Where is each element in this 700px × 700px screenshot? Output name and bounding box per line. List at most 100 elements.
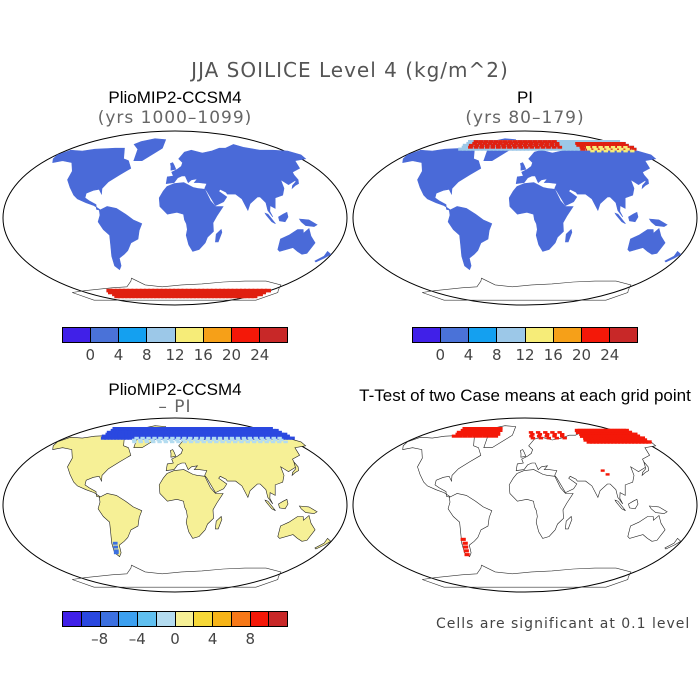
negative-cell bbox=[236, 434, 242, 438]
significant-cell bbox=[560, 434, 565, 438]
significant-cell bbox=[593, 438, 600, 442]
negative-cell bbox=[121, 432, 127, 436]
colorbar-swatch bbox=[119, 612, 138, 626]
significant-cell bbox=[632, 440, 638, 444]
negative-cell bbox=[246, 430, 253, 434]
negative-cell bbox=[162, 428, 168, 432]
significant-cell bbox=[536, 434, 542, 438]
cold-cell bbox=[573, 145, 579, 149]
mid-value-cell bbox=[587, 147, 592, 151]
significant-cell bbox=[579, 434, 586, 438]
significant-cell bbox=[484, 427, 490, 431]
significant-cell bbox=[604, 440, 610, 444]
negative-cell bbox=[190, 436, 196, 440]
negative-cell bbox=[136, 432, 142, 436]
negative-cell bbox=[127, 430, 133, 434]
high-value-cell bbox=[203, 292, 210, 297]
cold-cell bbox=[554, 147, 560, 151]
significant-cell bbox=[600, 438, 607, 442]
negative-cell bbox=[254, 427, 260, 431]
negative-cell bbox=[275, 432, 282, 436]
high-value-cell bbox=[551, 145, 557, 149]
high-value-cell bbox=[540, 145, 546, 149]
high-value-cell bbox=[193, 294, 200, 299]
significant-cell bbox=[602, 430, 609, 435]
small-negative-cell bbox=[260, 438, 266, 442]
high-value-cell bbox=[161, 292, 168, 297]
high-value-cell bbox=[235, 288, 242, 293]
colorbar-swatch bbox=[231, 612, 251, 626]
cold-cell bbox=[565, 145, 571, 149]
negative-cell bbox=[110, 428, 116, 432]
negative-cell bbox=[246, 434, 252, 438]
high-value-cell bbox=[609, 143, 615, 147]
high-value-cell bbox=[144, 288, 150, 293]
significant-cell bbox=[600, 428, 607, 433]
negative-cell bbox=[201, 432, 207, 436]
significant-cell bbox=[480, 432, 486, 436]
high-value-cell bbox=[223, 288, 230, 293]
figure-title: JJA SOILICE Level 4 (kg/m^2) bbox=[191, 58, 509, 82]
negative-cell bbox=[182, 428, 188, 432]
high-value-cell bbox=[168, 290, 174, 295]
cold-cell bbox=[477, 147, 483, 151]
cold-cell bbox=[565, 141, 571, 145]
negative-cell bbox=[127, 432, 133, 436]
negative-cell bbox=[237, 427, 243, 431]
high-value-cell bbox=[256, 290, 262, 295]
high-value-cell bbox=[532, 140, 538, 143]
cold-cell bbox=[608, 140, 614, 144]
negative-cell bbox=[265, 434, 271, 438]
high-value-cell bbox=[215, 294, 222, 299]
high-value-cell bbox=[528, 142, 534, 145]
cold-cell bbox=[550, 147, 556, 151]
significant-cell bbox=[477, 434, 483, 438]
significant-cell bbox=[612, 434, 618, 438]
significant-cell bbox=[596, 436, 602, 440]
significant-cell bbox=[552, 434, 557, 438]
negative-cell bbox=[244, 432, 251, 436]
land-newZealand bbox=[314, 250, 332, 263]
negative-cell bbox=[175, 430, 181, 434]
significant-cell bbox=[588, 432, 595, 436]
negative-cell bbox=[191, 427, 197, 431]
cold-cell bbox=[605, 140, 611, 144]
negative-cell bbox=[252, 430, 259, 434]
colorbar-swatch bbox=[63, 328, 92, 342]
small-negative-cell bbox=[158, 436, 163, 440]
high-value-cell bbox=[240, 290, 246, 295]
high-value-cell bbox=[182, 294, 189, 299]
negative-cell bbox=[126, 427, 132, 431]
high-value-cell bbox=[496, 145, 501, 149]
small-negative-cell bbox=[150, 438, 155, 442]
negative-cell bbox=[186, 427, 192, 431]
negative-cell bbox=[221, 427, 227, 431]
high-value-cell bbox=[539, 142, 544, 145]
negative-cell bbox=[156, 427, 162, 431]
mid-value-cell bbox=[604, 146, 609, 149]
high-value-cell bbox=[228, 290, 234, 295]
high-value-cell bbox=[227, 288, 234, 293]
negative-cell bbox=[165, 428, 171, 432]
high-value-cell bbox=[244, 288, 251, 293]
panel2-subtitle: (yrs 80–179) bbox=[465, 108, 585, 128]
cold-cell bbox=[554, 145, 560, 149]
high-value-cell bbox=[487, 142, 493, 145]
high-value-cell bbox=[131, 288, 138, 293]
panel2-title: PI bbox=[516, 88, 534, 107]
significant-cell bbox=[492, 428, 498, 432]
negative-cell bbox=[239, 434, 245, 438]
mid-value-cell bbox=[599, 147, 605, 151]
high-value-cell bbox=[477, 142, 483, 145]
land-newGuinea bbox=[298, 218, 318, 227]
significant-cell bbox=[485, 430, 491, 434]
land-japan bbox=[641, 461, 649, 477]
land-southAmerica bbox=[447, 493, 493, 558]
high-value-cell bbox=[533, 143, 539, 147]
small-negative-cell bbox=[265, 436, 270, 440]
cold-cell bbox=[598, 140, 604, 144]
negative-cell bbox=[204, 434, 210, 438]
high-value-cell bbox=[199, 292, 206, 297]
negative-cell bbox=[131, 427, 137, 431]
high-value-cell bbox=[538, 143, 544, 147]
